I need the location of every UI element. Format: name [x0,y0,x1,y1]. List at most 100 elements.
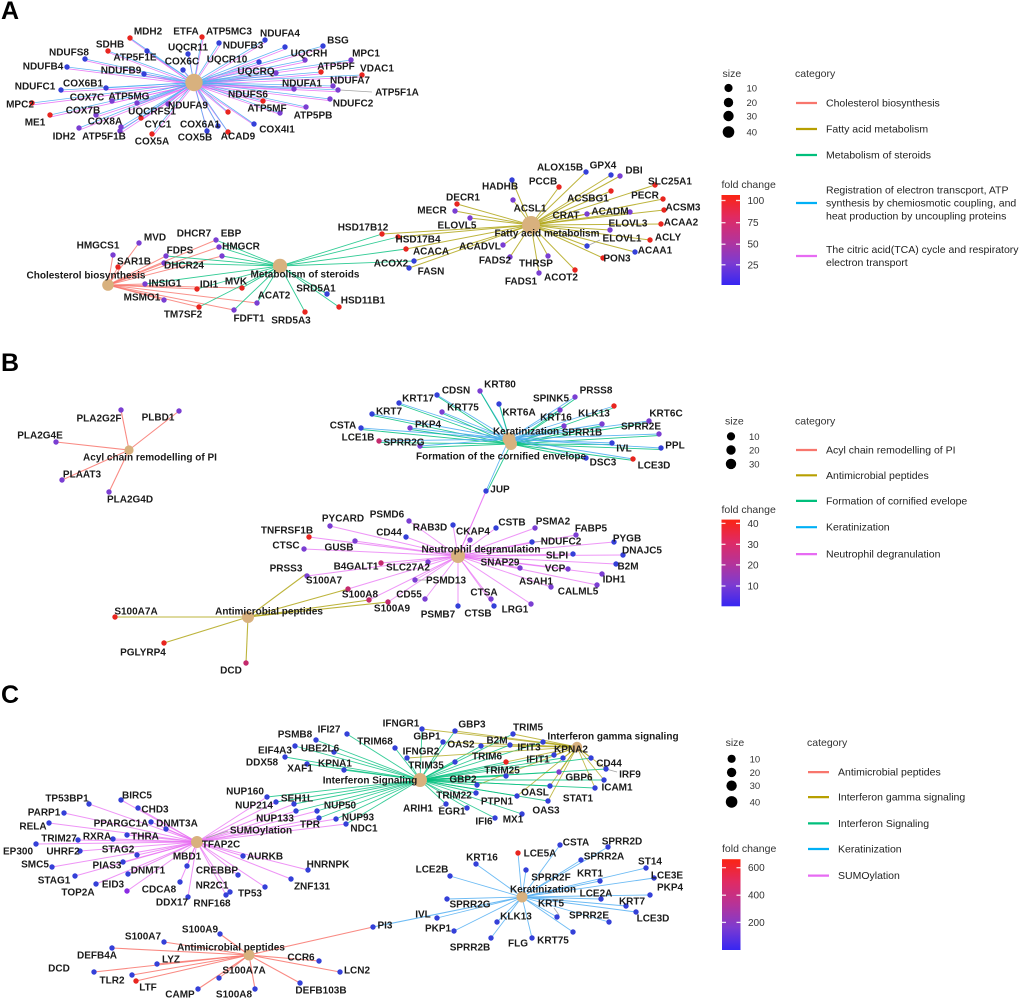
svg-text:KPNA1: KPNA1 [318,759,352,770]
svg-text:RXRA: RXRA [83,832,111,843]
svg-text:IDH1: IDH1 [603,575,626,586]
svg-text:Keratinization: Keratinization [510,885,576,896]
svg-text:S100A7: S100A7 [306,576,343,587]
svg-text:S100A8: S100A8 [342,590,379,601]
svg-text:COX6B1: COX6B1 [63,79,103,90]
svg-text:Antimicrobial peptides: Antimicrobial peptides [838,767,941,779]
svg-text:GPX4: GPX4 [590,161,617,172]
svg-text:KRT6A: KRT6A [502,408,535,419]
svg-text:IFNGR1: IFNGR1 [383,719,420,730]
svg-text:TP53: TP53 [238,889,262,900]
svg-text:NDUFB9: NDUFB9 [101,66,142,77]
svg-text:DCD: DCD [48,964,70,975]
svg-text:TRIM27: TRIM27 [41,834,77,845]
svg-text:MBD1: MBD1 [173,852,202,863]
svg-text:DCD: DCD [220,666,242,677]
svg-text:BIRC5: BIRC5 [122,791,152,802]
svg-text:KRT16: KRT16 [466,853,498,864]
svg-text:NDUFC1: NDUFC1 [15,82,56,93]
svg-text:Neutrophil degranulation: Neutrophil degranulation [422,545,541,556]
svg-text:HSD17B12: HSD17B12 [338,223,389,234]
svg-text:RELA: RELA [19,822,46,833]
svg-text:CSTA: CSTA [563,838,589,849]
svg-text:KRT6C: KRT6C [649,409,682,420]
svg-text:TPR: TPR [300,820,321,831]
svg-text:KRT75: KRT75 [537,936,569,947]
svg-text:Interferon gamma signaling: Interferon gamma signaling [547,732,678,743]
svg-text:MVD: MVD [144,233,166,244]
svg-text:MX1: MX1 [503,815,524,826]
svg-text:UQCR11: UQCR11 [168,43,208,54]
svg-text:20: 20 [750,768,761,779]
svg-text:A: A [1,0,19,25]
svg-text:LCE2B: LCE2B [416,865,449,876]
svg-text:VCP: VCP [545,564,566,575]
svg-text:SUMOylation: SUMOylation [230,826,292,837]
svg-text:TRIM68: TRIM68 [357,737,393,748]
svg-text:20: 20 [749,446,760,457]
svg-text:TP53BP1: TP53BP1 [45,794,89,805]
svg-text:AURKB: AURKB [247,852,283,863]
svg-text:SLC27A2: SLC27A2 [386,563,430,574]
svg-text:PYCARD: PYCARD [322,514,364,525]
svg-text:IFIT3: IFIT3 [517,743,541,754]
svg-text:HADHB: HADHB [482,182,518,193]
svg-text:ATP5F1B: ATP5F1B [82,132,126,143]
svg-text:DECR1: DECR1 [446,193,480,204]
svg-text:B2M: B2M [486,736,507,747]
svg-text:B4GALT1: B4GALT1 [334,562,379,573]
svg-text:NDUFA7: NDUFA7 [330,76,370,87]
svg-text:COX6A1: COX6A1 [180,120,220,131]
svg-text:PLAAT3: PLAAT3 [63,470,102,481]
svg-text:NDC1: NDC1 [350,824,378,835]
svg-text:UQCRFS1: UQCRFS1 [128,107,176,118]
svg-text:GBP3: GBP3 [458,720,486,731]
svg-text:ACAA1: ACAA1 [638,246,673,257]
svg-text:CSTB: CSTB [498,518,525,529]
svg-text:CYC1: CYC1 [145,120,172,131]
svg-text:EBP: EBP [221,229,242,240]
svg-text:COX4I1: COX4I1 [259,125,295,136]
svg-text:ATP5MF: ATP5MF [247,104,286,115]
svg-text:600: 600 [748,863,765,874]
svg-text:Neutrophil degranulation: Neutrophil degranulation [826,549,941,561]
svg-text:ACADM: ACADM [591,207,628,218]
svg-text:SDHB: SDHB [96,40,124,51]
svg-text:UHRF2: UHRF2 [46,847,80,858]
svg-text:OAS2: OAS2 [447,740,475,751]
svg-text:Antimicrobial peptides: Antimicrobial peptides [826,470,929,482]
svg-text:ACADVL: ACADVL [459,242,501,253]
svg-text:CTSB: CTSB [464,609,491,620]
svg-text:ACLY: ACLY [655,233,682,244]
svg-text:GBP2: GBP2 [449,775,477,786]
svg-text:ICAM1: ICAM1 [601,783,633,794]
svg-text:COX7B: COX7B [66,106,100,117]
svg-text:Fatty acid metabolism: Fatty acid metabolism [826,124,928,136]
svg-text:CHD3: CHD3 [141,805,169,816]
svg-text:GBP6: GBP6 [565,773,593,784]
svg-text:Interferon Signaling: Interferon Signaling [838,818,929,830]
svg-text:STAG1: STAG1 [38,876,71,887]
svg-text:PSMA2: PSMA2 [536,517,571,528]
svg-text:CD44: CD44 [596,759,622,770]
svg-text:KLK13: KLK13 [500,912,532,923]
svg-text:MPC2: MPC2 [6,100,34,111]
svg-text:TRIM6: TRIM6 [472,752,502,763]
svg-text:SPRR2E: SPRR2E [621,422,661,433]
svg-text:HSD11B1: HSD11B1 [341,296,386,307]
svg-text:S100A9: S100A9 [374,604,411,615]
svg-text:CRAT: CRAT [552,211,579,222]
svg-text:CCR6: CCR6 [287,953,315,964]
svg-text:NDUFB4: NDUFB4 [23,62,64,73]
svg-text:COX6C: COX6C [165,57,199,68]
svg-text:NDUFS8: NDUFS8 [49,48,89,59]
svg-text:IDI1: IDI1 [200,280,219,291]
svg-text:PSMB7: PSMB7 [421,610,456,621]
svg-text:COX7C: COX7C [70,93,104,104]
svg-text:LTF: LTF [139,983,157,994]
svg-text:PSMB8: PSMB8 [278,730,313,741]
svg-text:40: 40 [748,519,760,530]
svg-text:category: category [795,416,836,428]
svg-text:synthesis by chemiosmotic coup: synthesis by chemiosmotic coupling, and [826,198,1016,210]
svg-text:SLPI: SLPI [546,551,568,562]
